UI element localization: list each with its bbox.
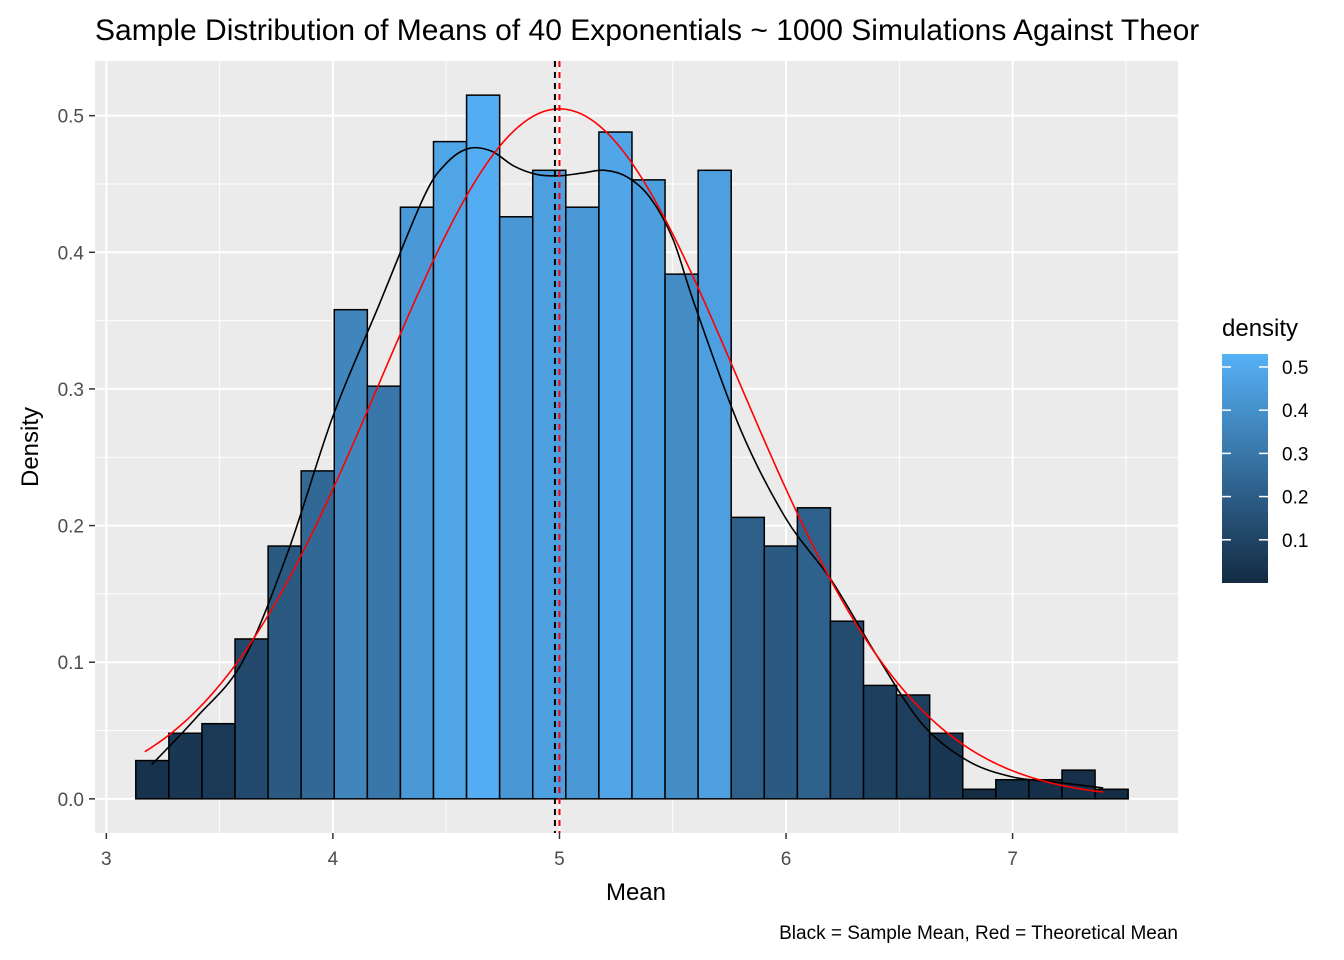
histogram-bar: [531, 169, 567, 800]
legend-label: 0.4: [1282, 401, 1309, 422]
y-tick-label: 0.5: [58, 107, 84, 128]
y-tick-label: 0.2: [58, 517, 84, 538]
color-legend: density 0.1 0.2 0.3 0.4 0.5: [1222, 315, 1309, 583]
histogram-bar: [498, 216, 534, 800]
histogram-bar: [829, 620, 865, 800]
histogram-bar: [895, 694, 931, 800]
legend-label: 0.1: [1282, 531, 1308, 552]
density-curves: [144, 108, 1104, 793]
y-tick-label: 0.4: [58, 243, 85, 264]
histogram-bar: [928, 732, 964, 800]
histogram-bar: [300, 470, 336, 800]
histogram-bar: [1094, 788, 1129, 800]
histogram-bar: [763, 545, 799, 800]
y-tick-label: 0.0: [58, 790, 84, 811]
histogram-bar: [168, 732, 203, 800]
histogram-bar: [366, 385, 402, 800]
legend-label: 0.2: [1282, 488, 1308, 509]
histogram-bar: [267, 545, 302, 800]
legend-ticks: 0.1 0.2 0.3 0.4 0.5: [1222, 358, 1309, 552]
x-tick-label: 3: [101, 849, 112, 870]
x-tick-label: 7: [1007, 849, 1018, 870]
histogram-bar: [234, 638, 269, 800]
histogram-bar: [135, 759, 170, 800]
histogram-bar: [664, 273, 699, 800]
x-tick-label: 4: [328, 849, 339, 870]
histogram-bar: [201, 722, 236, 800]
histogram-bar: [432, 140, 468, 800]
x-axis-ticks: 3 4 5 6 7: [101, 833, 1018, 870]
histogram-bars: [135, 94, 1129, 800]
y-axis-title: Density: [17, 407, 44, 487]
mean-lines: [553, 61, 561, 833]
histogram-bar: [962, 788, 997, 800]
chart-title: Sample Distribution of Means of 40 Expon…: [95, 14, 1199, 47]
histogram-bar: [631, 179, 666, 800]
histogram-bar: [465, 94, 501, 800]
theoretical-density-curve: [144, 108, 1104, 793]
y-tick-label: 0.1: [58, 653, 84, 674]
chart-caption: Black = Sample Mean, Red = Theoretical M…: [779, 923, 1178, 944]
histogram-bar: [598, 131, 633, 800]
histogram-bar: [995, 778, 1030, 800]
histogram-bar: [730, 516, 766, 800]
y-tick-label: 0.3: [58, 380, 84, 401]
x-tick-label: 6: [781, 849, 792, 870]
histogram-bar: [796, 507, 832, 800]
legend-colorbar: [1222, 354, 1268, 583]
x-axis-title: Mean: [606, 879, 666, 906]
histogram-bar: [565, 206, 600, 800]
histogram-bar: [333, 308, 369, 800]
x-tick-label: 5: [554, 849, 565, 870]
histogram-bar: [1061, 769, 1096, 800]
histogram-bar: [697, 169, 732, 800]
legend-label: 0.3: [1282, 444, 1308, 465]
legend-title: density: [1222, 315, 1298, 342]
histogram-bar: [399, 206, 435, 800]
legend-label: 0.5: [1282, 358, 1308, 379]
y-axis-ticks: 0.0 0.1 0.2 0.3 0.4 0.5: [58, 107, 95, 811]
histogram-bar: [862, 684, 898, 800]
